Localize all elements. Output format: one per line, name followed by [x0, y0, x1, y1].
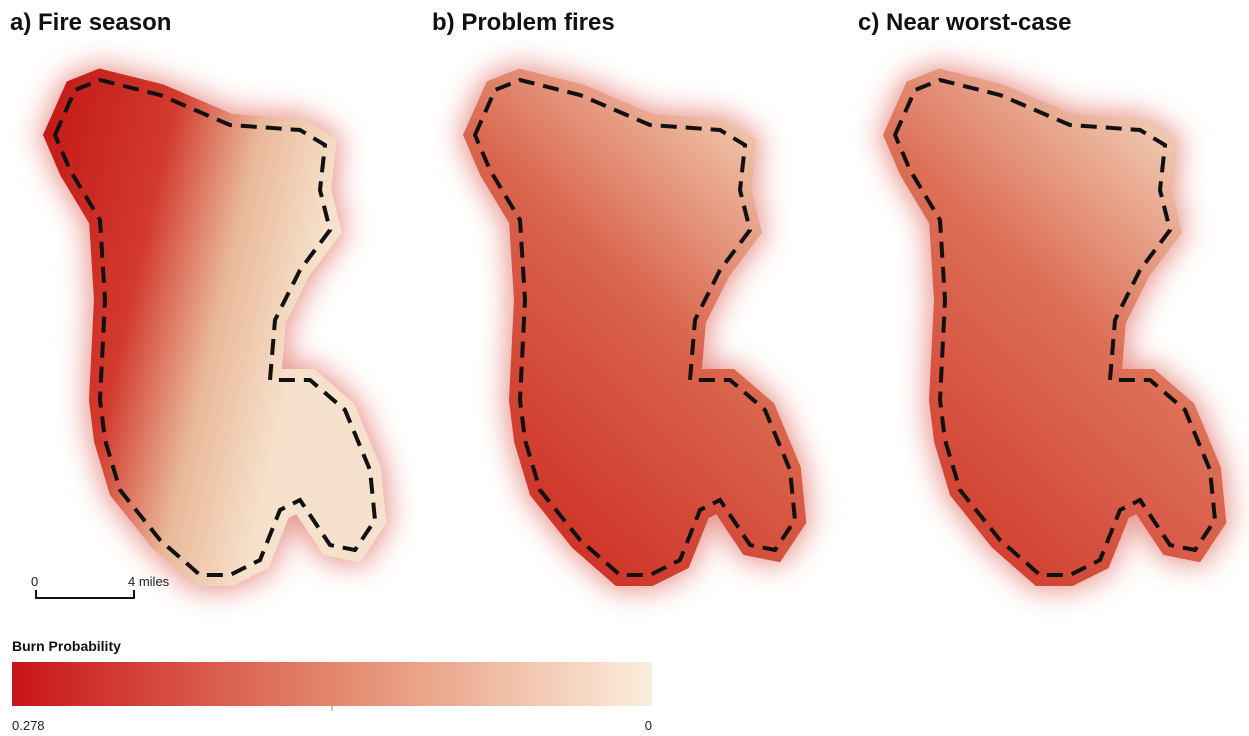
panel-title: c) Near worst-case: [858, 9, 1071, 36]
scale-end: 4 miles: [128, 574, 170, 589]
scale-start: 0: [31, 574, 38, 589]
legend-title: Burn Probability: [12, 638, 121, 654]
panel-title: b) Problem fires: [432, 9, 615, 36]
legend-min: 0: [645, 718, 652, 733]
panel-c: c) Near worst-case: [858, 9, 1215, 575]
legend: Burn Probability 0.278 0: [12, 638, 652, 733]
color-bar: [12, 662, 652, 706]
panel-a: a) Fire season 0 4 miles: [10, 9, 375, 599]
panel-b: b) Problem fires: [432, 9, 795, 575]
legend-max: 0.278: [12, 718, 45, 733]
figure: a) Fire season 0 4 miles b) Problem fire…: [0, 0, 1249, 736]
panel-title: a) Fire season: [10, 9, 171, 36]
